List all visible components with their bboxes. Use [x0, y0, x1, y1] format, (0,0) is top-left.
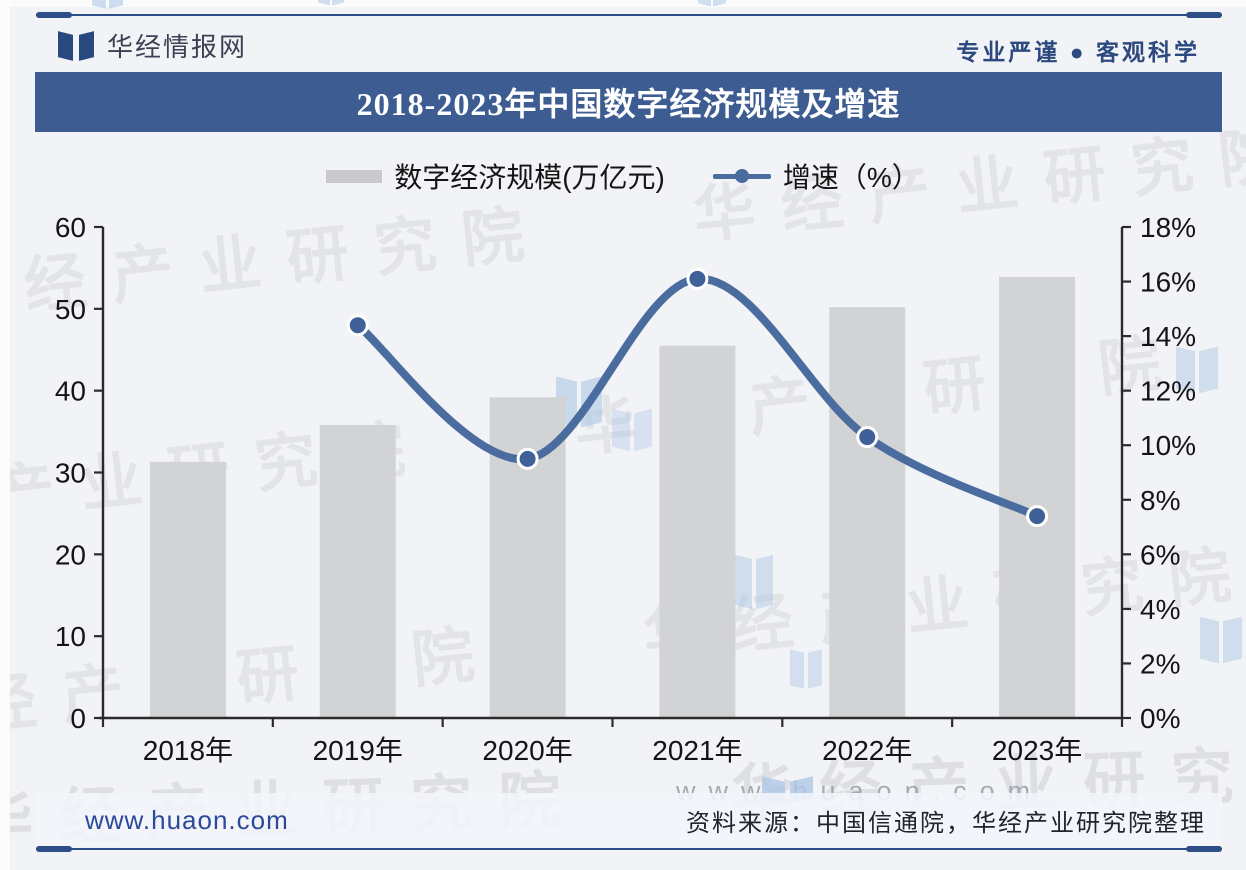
- page-left-edge: [0, 0, 10, 870]
- x-axis-category-label: 2022年: [822, 735, 912, 766]
- right-axis-tick-label: 6%: [1140, 539, 1180, 570]
- right-axis-tick-label: 16%: [1140, 267, 1196, 298]
- bottom-rule: [36, 848, 1222, 850]
- right-axis-tick-label: 0%: [1140, 703, 1180, 734]
- chart-canvas: 0 10 20 30 40 50 60 0% 2% 4% 6% 8% 10% 12% 14% 16% 18% 20…: [55, 212, 1196, 766]
- growth-line-marker: [1026, 505, 1049, 528]
- right-axis-tick-label: 12%: [1140, 376, 1196, 407]
- bar-2021年: [659, 345, 736, 718]
- left-axis-tick-label: 10: [55, 621, 86, 652]
- top-rule-left-dash: [36, 12, 72, 18]
- chart-title-bar: 2018-2023年中国数字经济规模及增速: [35, 72, 1222, 132]
- footer-source-note: 资料来源：中国信通院，华经产业研究院整理: [686, 809, 1206, 837]
- logo-watermark-icon: [318, 0, 344, 7]
- x-axis-category-label: 2019年: [313, 735, 403, 766]
- right-axis-tick-label: 4%: [1140, 594, 1180, 625]
- right-axis-tick-label: 10%: [1140, 430, 1196, 461]
- footer-website-link[interactable]: www.huaon.com: [85, 804, 289, 835]
- footer-bar: www.huaon.com 资料来源：中国信通院，华经产业研究院整理: [35, 793, 1222, 847]
- right-axis-tick-label: 14%: [1140, 321, 1196, 352]
- header-tagline: 专业严谨 ● 客观科学: [956, 39, 1200, 65]
- bar-2023年: [999, 276, 1076, 718]
- bar-series-swatch: [326, 169, 383, 183]
- bar-2019年: [319, 425, 396, 718]
- left-axis-tick-label: 30: [55, 458, 86, 489]
- left-axis-tick-label: 0: [70, 703, 86, 734]
- growth-line-marker: [516, 447, 539, 470]
- logo-watermark-icon: [698, 0, 726, 8]
- line-series-swatch: [712, 169, 771, 183]
- growth-line-marker: [856, 426, 879, 449]
- left-axis-tick-label: 50: [55, 294, 86, 325]
- x-axis-category-label: 2020年: [482, 735, 572, 766]
- bar-2022年: [829, 307, 906, 718]
- x-axis-category-label: 2023年: [992, 735, 1082, 766]
- line-series-label: 增速（%）: [782, 162, 920, 193]
- brand-logo-icon: [58, 30, 94, 61]
- growth-line-marker: [686, 267, 709, 290]
- legend-item-line: 增速（%）: [712, 156, 920, 196]
- logo-watermark-icon: [92, 0, 122, 10]
- top-rule: [36, 14, 1222, 16]
- page-top-edge: [0, 0, 1246, 7]
- right-axis-tick-label: 8%: [1140, 485, 1180, 516]
- legend-item-bar: 数字经济规模(万亿元): [326, 156, 665, 196]
- bottom-rule-left-dash: [36, 846, 72, 852]
- x-axis-category-label: 2018年: [143, 735, 233, 766]
- chart-legend: 数字经济规模(万亿元) 增速（%）: [0, 156, 1246, 196]
- x-axis-category-label: 2021年: [652, 735, 742, 766]
- growth-line-marker: [346, 314, 369, 337]
- brand: 华经情报网: [58, 27, 247, 64]
- right-axis-tick-label: 18%: [1140, 212, 1196, 243]
- bottom-rule-right-dash: [1186, 846, 1222, 852]
- left-axis-tick-label: 60: [55, 212, 86, 243]
- bar-2018年: [149, 461, 226, 718]
- bar-series-label: 数字经济规模(万亿元): [394, 162, 665, 193]
- top-rule-right-dash: [1186, 12, 1222, 18]
- left-axis-tick-label: 20: [55, 539, 86, 570]
- brand-name: 华经情报网: [107, 32, 248, 62]
- chart-title: 2018-2023年中国数字经济规模及增速: [356, 86, 901, 122]
- left-axis-tick-label: 40: [55, 376, 86, 407]
- right-axis-tick-label: 2%: [1140, 648, 1180, 679]
